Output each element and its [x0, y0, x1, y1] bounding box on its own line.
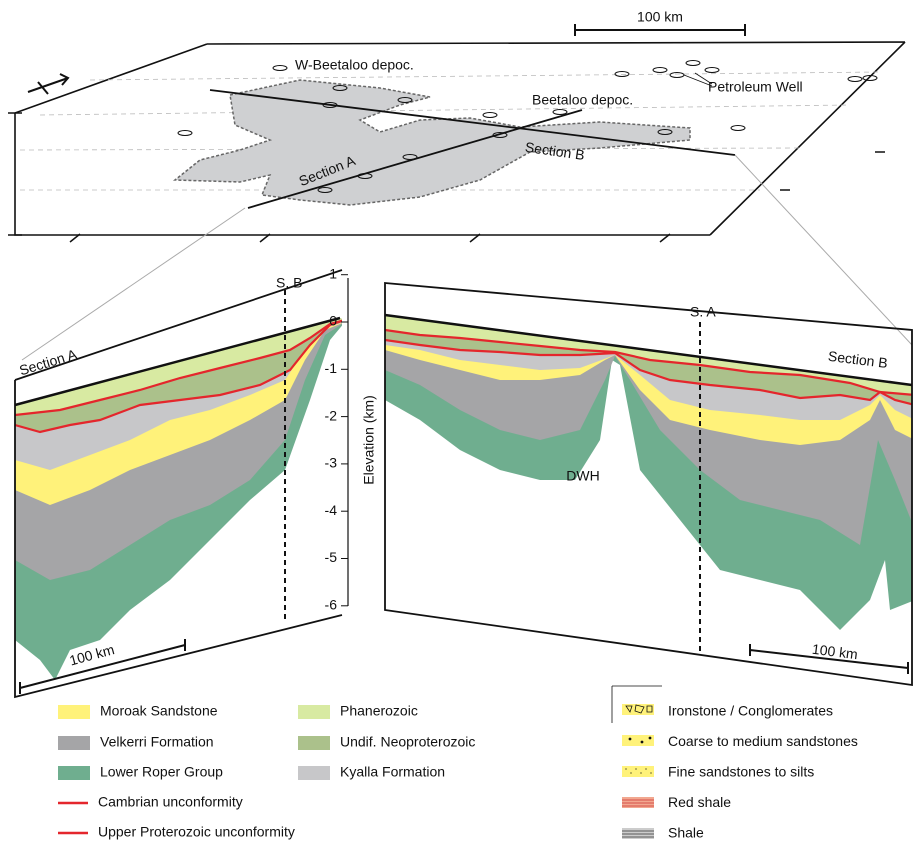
legend-label: Upper Proterozoic unconformity: [98, 824, 295, 840]
map-label: W-Beetaloo depoc.: [295, 57, 414, 73]
section-title: Section A: [17, 346, 79, 379]
legend-swatch: [58, 705, 90, 719]
legend-label: Cambrian unconformity: [98, 794, 243, 810]
legend: Moroak Sandstone Velkerri Formation Lower …: [58, 686, 858, 841]
legend-swatch: [58, 766, 90, 780]
legend-swatch: [58, 736, 90, 750]
crossing-label: S. B: [276, 275, 302, 291]
legend-label: Moroak Sandstone: [100, 703, 218, 719]
legend-swatch: [298, 766, 330, 780]
legend-label: Fine sandstones to silts: [668, 764, 814, 780]
axis-tick-label: -3: [325, 455, 338, 471]
axis-tick-label: 0: [329, 313, 337, 329]
lithology-icons: [612, 686, 662, 839]
section-title: Section B: [827, 348, 888, 371]
map-scale-label: 100 km: [637, 9, 683, 25]
figure: 100 km W-Beetaloo depoc. Beetaloo depoc.…: [0, 0, 919, 843]
section-a: [15, 318, 345, 680]
map-label: Petroleum Well: [708, 79, 803, 95]
axis-label: Elevation (km): [361, 395, 377, 484]
axis-tick-label: -5: [325, 549, 338, 565]
map: [8, 24, 912, 360]
legend-swatch: [298, 705, 330, 719]
legend-label: Shale: [668, 825, 704, 841]
feature-label: DWH: [566, 468, 599, 484]
legend-label: Ironstone / Conglomerates: [668, 703, 833, 719]
map-label: Beetaloo depoc.: [532, 92, 633, 108]
axis-tick-label: -4: [325, 502, 338, 518]
legend-label: Kyalla Formation: [340, 764, 445, 780]
axis-tick-label: 1: [329, 265, 337, 281]
axis-tick-label: -6: [325, 597, 338, 613]
legend-label: Lower Roper Group: [100, 764, 223, 780]
legend-label: Coarse to medium sandstones: [668, 733, 858, 749]
legend-swatch: [298, 736, 330, 750]
axis-tick-label: -1: [325, 360, 338, 376]
legend-label: Red shale: [668, 794, 731, 810]
scale-label: 100 km: [811, 641, 859, 662]
legend-label: Undif. Neoproterozoic: [340, 734, 475, 750]
axis-tick-label: -2: [325, 407, 338, 423]
legend-label: Phanerozoic: [340, 703, 418, 719]
legend-label: Velkerri Formation: [100, 734, 214, 750]
crossing-label: S. A: [690, 304, 716, 320]
